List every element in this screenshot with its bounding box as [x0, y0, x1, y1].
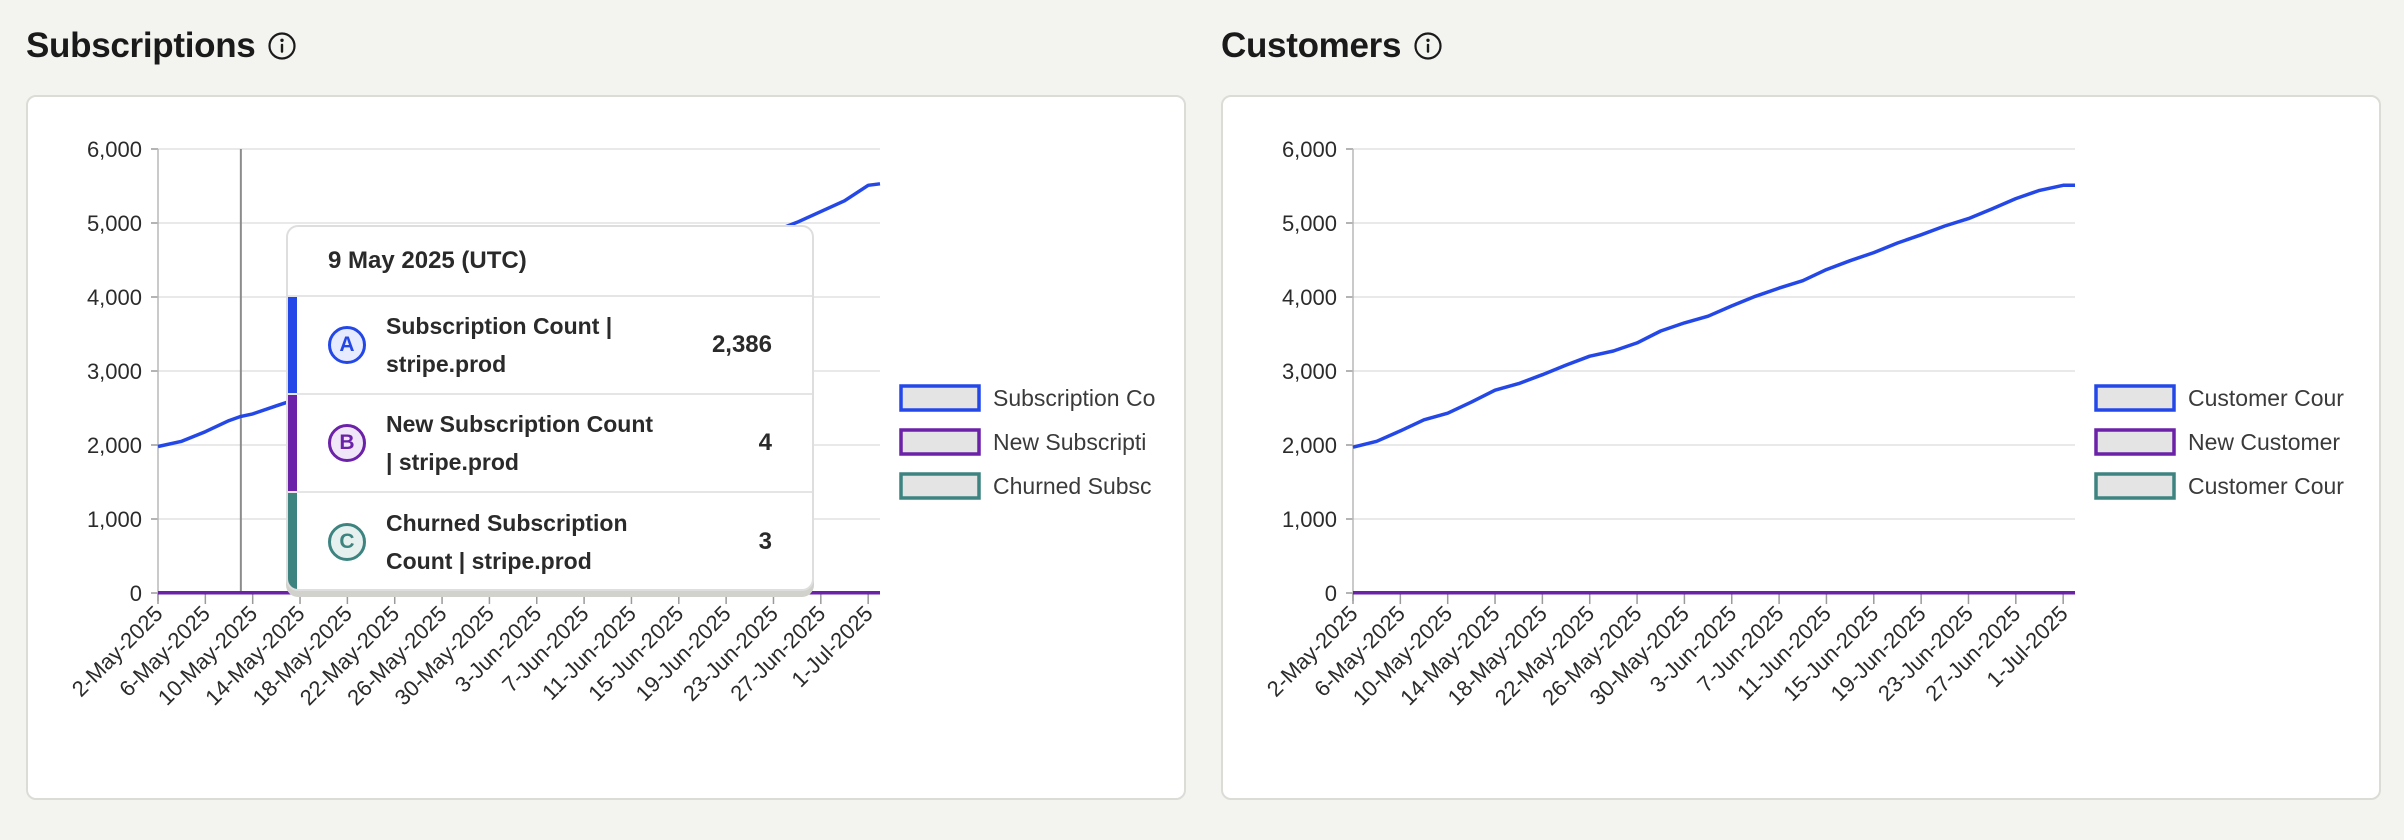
tooltip-series-value: 4	[758, 429, 772, 456]
tooltip-date: 9 May 2025 (UTC)	[288, 227, 812, 297]
y-tick-label: 5,000	[87, 211, 142, 236]
tooltip-badge-b: B	[328, 424, 366, 462]
legend-label[interactable]: Customer Cour	[2188, 385, 2344, 411]
subscriptions-chart-card: 0 1,000 2,000 3,000 4,000 5,000 6,000 2-May-202…	[26, 95, 1186, 800]
info-icon[interactable]	[1413, 31, 1443, 61]
legend-label[interactable]: Subscription Co	[993, 385, 1155, 411]
chart-tooltip: 9 May 2025 (UTC) A Subscription Count | …	[286, 225, 814, 591]
legend-swatch[interactable]	[2094, 384, 2176, 412]
y-tick-label: 1,000	[87, 507, 142, 532]
subscriptions-title: Subscriptions	[26, 26, 297, 66]
tooltip-series-name: New Subscription Count | stripe.prod	[386, 411, 654, 475]
legend-label[interactable]: New Customer	[2188, 429, 2340, 455]
tooltip-row-new-subscription-count: B New Subscription Count | stripe.prod 4	[288, 395, 812, 493]
tooltip-row-churned-subscription-count: C Churned Subscription Count | stripe.pr…	[288, 493, 812, 589]
tooltip-series-value: 2,386	[711, 331, 772, 358]
tooltip-color-bar	[288, 395, 297, 491]
chart-legend: Subscription Co New Subscripti Churned Sub…	[899, 384, 1155, 500]
y-tick-label: 6,000	[87, 137, 142, 162]
subscriptions-title-text: Subscriptions	[26, 26, 256, 65]
y-tick-label: 6,000	[1282, 137, 1337, 162]
customers-title-text: Customers	[1221, 26, 1402, 65]
legend-swatch[interactable]	[2094, 428, 2176, 456]
tooltip-row-subscription-count: A Subscription Count | stripe.prod 2,386	[288, 297, 812, 395]
y-tick-label: 3,000	[1282, 359, 1337, 384]
y-tick-label: 4,000	[87, 285, 142, 310]
tooltip-badge-a: A	[328, 326, 366, 364]
tooltip-series-name: Subscription Count | stripe.prod	[386, 313, 613, 377]
tooltip-badge-c: C	[328, 523, 366, 561]
series-line-1[interactable]	[1352, 183, 2075, 449]
y-tick-label: 0	[1325, 581, 1337, 606]
legend-label[interactable]: Churned Subsc	[993, 473, 1152, 499]
legend-swatch[interactable]	[899, 384, 981, 412]
legend-swatch[interactable]	[2094, 472, 2176, 500]
customers-chart-card: 0 1,000 2,000 3,000 4,000 5,000 6,000 2-May-202…	[1221, 95, 2381, 800]
chart-legend: Customer Cour New Customer Customer Cour	[2094, 384, 2344, 500]
y-tick-label: 2,000	[87, 433, 142, 458]
legend-label[interactable]: Customer Cour	[2188, 473, 2344, 499]
customers-chart[interactable]: 01,0002,0003,0004,0005,0006,0002-May-202…	[1223, 97, 2379, 798]
legend-label[interactable]: New Subscripti	[993, 429, 1146, 455]
subscriptions-chart[interactable]: 01,0002,0003,0004,0005,0006,0002-May-202…	[28, 97, 1184, 798]
y-tick-label: 1,000	[1282, 507, 1337, 532]
y-tick-label: 4,000	[1282, 285, 1337, 310]
legend-swatch[interactable]	[899, 428, 981, 456]
y-tick-label: 0	[130, 581, 142, 606]
tooltip-series-name: Churned Subscription Count | stripe.prod	[386, 510, 628, 574]
legend-swatch[interactable]	[899, 472, 981, 500]
tooltip-series-value: 3	[758, 528, 772, 555]
tooltip-color-bar	[288, 493, 297, 589]
y-tick-label: 5,000	[1282, 211, 1337, 236]
y-tick-label: 3,000	[87, 359, 142, 384]
customers-title: Customers	[1221, 26, 1443, 66]
tooltip-color-bar	[288, 297, 297, 393]
info-icon[interactable]	[267, 31, 297, 61]
y-tick-label: 2,000	[1282, 433, 1337, 458]
